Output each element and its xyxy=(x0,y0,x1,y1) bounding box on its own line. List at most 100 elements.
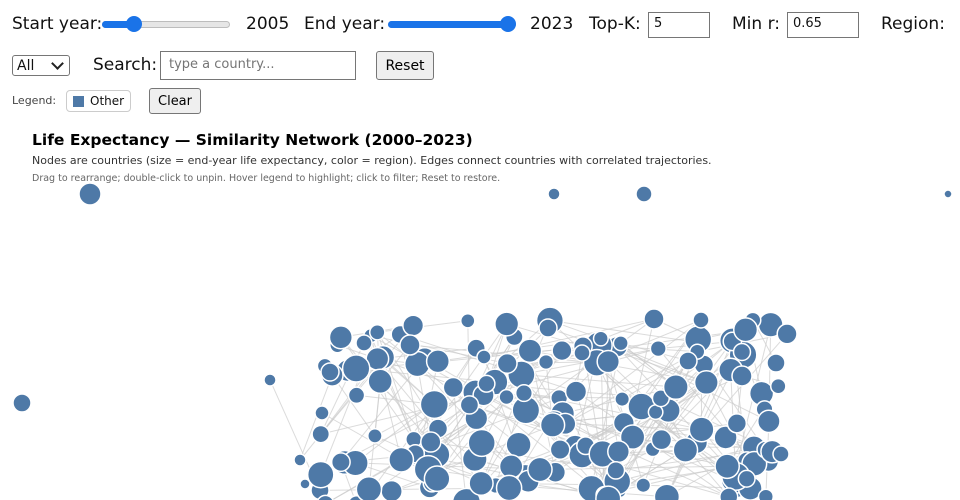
country-node[interactable] xyxy=(367,428,383,444)
country-node[interactable] xyxy=(537,353,555,371)
country-node[interactable] xyxy=(459,312,476,329)
country-node[interactable] xyxy=(355,476,383,500)
country-node[interactable] xyxy=(619,424,646,450)
country-node[interactable] xyxy=(943,189,953,199)
region-select[interactable]: All xyxy=(12,55,70,76)
country-node[interactable] xyxy=(573,344,591,362)
country-node[interactable] xyxy=(551,340,573,362)
country-node[interactable] xyxy=(653,483,681,500)
country-node[interactable] xyxy=(672,437,699,463)
country-node[interactable] xyxy=(477,374,496,393)
country-node[interactable] xyxy=(678,351,698,371)
country-node[interactable] xyxy=(539,412,566,438)
country-node[interactable] xyxy=(495,474,523,500)
country-node[interactable] xyxy=(766,353,786,373)
country-node[interactable] xyxy=(425,349,451,374)
legend-item-other[interactable]: Other xyxy=(66,90,132,112)
country-node[interactable] xyxy=(299,478,311,490)
country-node[interactable] xyxy=(317,494,334,500)
country-node[interactable] xyxy=(769,377,787,395)
country-node[interactable] xyxy=(293,453,307,467)
country-node[interactable] xyxy=(419,389,450,420)
country-node[interactable] xyxy=(514,384,534,403)
country-node[interactable] xyxy=(517,338,543,364)
country-node[interactable] xyxy=(527,456,553,483)
end-year-slider-thumb[interactable] xyxy=(500,16,516,32)
country-node[interactable] xyxy=(314,405,330,421)
country-node[interactable] xyxy=(468,470,494,496)
start-year-slider-thumb[interactable] xyxy=(126,16,143,32)
country-node[interactable] xyxy=(320,362,340,382)
reset-button[interactable]: Reset xyxy=(376,51,434,80)
end-year-slider[interactable] xyxy=(388,15,516,35)
country-node[interactable] xyxy=(341,354,371,383)
country-node[interactable] xyxy=(399,334,421,356)
country-node[interactable] xyxy=(347,386,366,405)
country-node[interactable] xyxy=(688,416,715,443)
network-edge xyxy=(340,358,426,463)
country-node[interactable] xyxy=(549,439,571,461)
country-node[interactable] xyxy=(311,424,331,444)
country-node[interactable] xyxy=(306,460,335,489)
country-node[interactable] xyxy=(330,452,351,473)
country-node[interactable] xyxy=(547,187,561,201)
country-node[interactable] xyxy=(467,428,496,458)
country-node[interactable] xyxy=(498,454,524,479)
country-node[interactable] xyxy=(650,428,673,451)
country-node[interactable] xyxy=(367,368,393,395)
country-node[interactable] xyxy=(420,431,442,453)
country-node[interactable] xyxy=(772,445,790,463)
country-node[interactable] xyxy=(596,349,621,374)
country-node[interactable] xyxy=(380,479,403,500)
country-node[interactable] xyxy=(614,391,631,408)
country-node[interactable] xyxy=(595,485,622,500)
country-node[interactable] xyxy=(564,380,588,403)
country-node[interactable] xyxy=(719,487,739,500)
country-node[interactable] xyxy=(635,477,652,494)
network-edge xyxy=(616,364,705,482)
country-node[interactable] xyxy=(726,413,748,434)
country-node[interactable] xyxy=(731,365,753,387)
topk-input[interactable]: 5 xyxy=(648,12,710,38)
country-node[interactable] xyxy=(606,460,626,480)
country-node[interactable] xyxy=(476,349,492,365)
country-node[interactable] xyxy=(757,409,781,434)
country-node[interactable] xyxy=(442,376,465,399)
country-node[interactable] xyxy=(635,185,653,203)
country-node[interactable] xyxy=(402,314,425,337)
clear-button[interactable]: Clear xyxy=(149,88,201,114)
country-node[interactable] xyxy=(459,395,480,415)
country-node[interactable] xyxy=(592,330,609,347)
country-node[interactable] xyxy=(607,440,631,464)
country-node[interactable] xyxy=(423,465,451,493)
country-node[interactable] xyxy=(692,311,710,329)
country-node[interactable] xyxy=(649,339,667,358)
country-node[interactable] xyxy=(662,374,689,401)
country-node[interactable] xyxy=(496,352,518,375)
country-node[interactable] xyxy=(505,431,532,458)
country-node[interactable] xyxy=(737,469,756,488)
country-node[interactable] xyxy=(368,323,386,341)
start-year-slider[interactable] xyxy=(102,15,230,35)
country-node[interactable] xyxy=(612,335,629,352)
country-node[interactable] xyxy=(263,373,277,387)
country-node[interactable] xyxy=(733,317,759,343)
country-node[interactable] xyxy=(714,453,740,480)
country-node[interactable] xyxy=(388,446,415,473)
country-node[interactable] xyxy=(498,388,515,406)
search-input[interactable]: type a country... xyxy=(160,51,356,80)
country-node[interactable] xyxy=(693,369,719,396)
country-node[interactable] xyxy=(355,334,373,352)
country-node[interactable] xyxy=(494,311,520,337)
country-node[interactable] xyxy=(757,488,775,500)
country-node[interactable] xyxy=(643,308,665,330)
country-node[interactable] xyxy=(776,323,798,345)
country-node[interactable] xyxy=(12,393,32,413)
country-node[interactable] xyxy=(78,182,102,206)
country-node[interactable] xyxy=(538,318,558,338)
country-node[interactable] xyxy=(328,325,354,350)
network-nodes[interactable] xyxy=(12,182,953,500)
min-r-input[interactable]: 0.65 xyxy=(787,12,859,38)
country-node[interactable] xyxy=(732,342,752,362)
